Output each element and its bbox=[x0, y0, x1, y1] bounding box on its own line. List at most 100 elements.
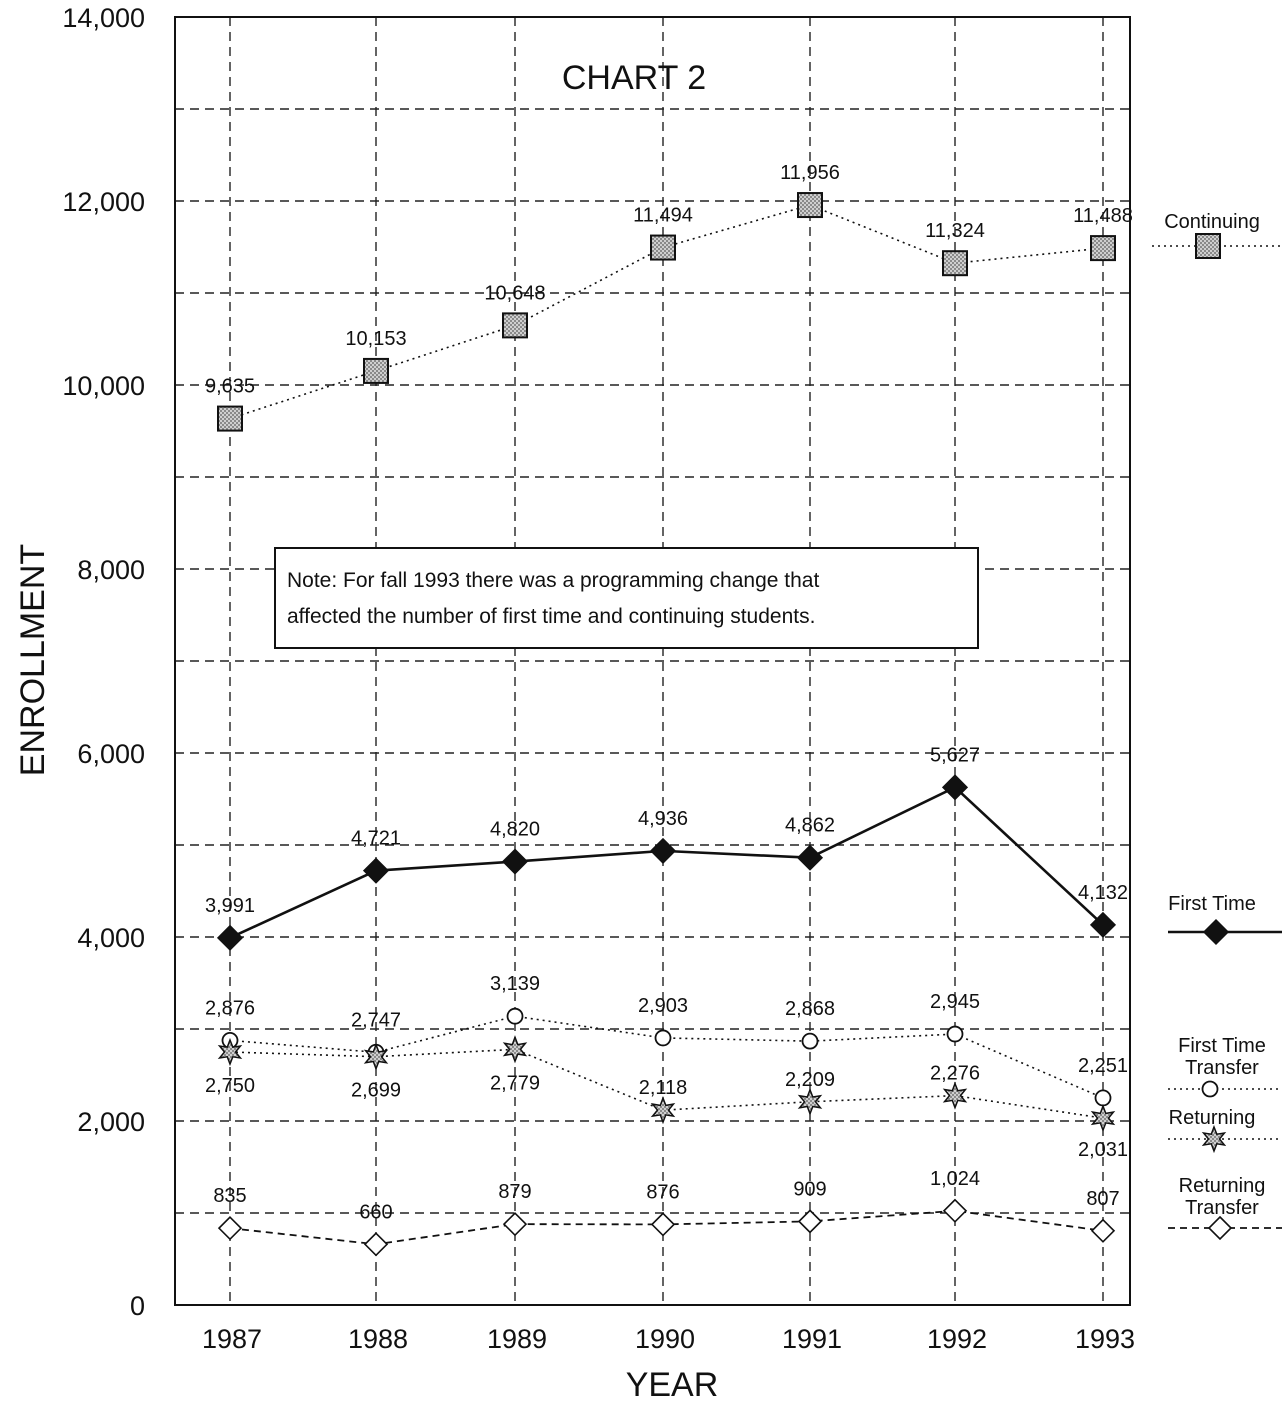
data-point bbox=[1094, 1089, 1112, 1107]
chart-title: CHART 2 bbox=[562, 59, 706, 97]
data-point bbox=[217, 1216, 243, 1241]
data-label: 2,903 bbox=[638, 995, 688, 1017]
series-returning: 2,750 2,699 2,779 2,118 2,209 2,276 2,031 bbox=[205, 1035, 1128, 1161]
data-label: 4,862 bbox=[785, 815, 835, 837]
data-label: 2,209 bbox=[785, 1069, 835, 1091]
note-line-2: affected the number of first time and co… bbox=[287, 605, 815, 628]
data-label: 909 bbox=[793, 1178, 826, 1200]
x-tick-label: 1992 bbox=[927, 1324, 987, 1354]
data-point bbox=[217, 1037, 243, 1067]
data-point bbox=[362, 857, 390, 884]
data-label: 876 bbox=[646, 1181, 679, 1203]
data-point bbox=[363, 357, 389, 384]
legend-swatch-marker bbox=[1201, 1124, 1227, 1154]
data-label: 10,153 bbox=[345, 328, 406, 350]
series: 9,635 10,153 10,648 11,494 11,956 11,324 11,48… bbox=[205, 162, 1133, 1257]
data-label: 2,118 bbox=[639, 1077, 688, 1099]
data-label: 11,324 bbox=[925, 220, 985, 242]
y-tick-label: 14,000 bbox=[62, 3, 145, 33]
x-tick-label: 1989 bbox=[487, 1324, 547, 1354]
data-point bbox=[654, 1029, 672, 1047]
data-label: 807 bbox=[1086, 1188, 1119, 1210]
data-point bbox=[942, 1198, 968, 1223]
legend-swatch-marker bbox=[1201, 1080, 1219, 1098]
legend-swatch-marker bbox=[1195, 233, 1221, 259]
data-label: 2,699 bbox=[351, 1080, 401, 1102]
x-tick-label: 1990 bbox=[635, 1324, 695, 1354]
data-label: 879 bbox=[498, 1181, 531, 1203]
y-axis-title: ENROLLMENT bbox=[14, 544, 52, 776]
data-point bbox=[363, 1232, 389, 1257]
series-continuing: 9,635 10,153 10,648 11,494 11,956 11,324 11,48… bbox=[205, 162, 1133, 432]
data-label: 4,132 bbox=[1078, 882, 1128, 904]
data-point bbox=[506, 1007, 524, 1025]
legend-item: Returning bbox=[1168, 1107, 1282, 1154]
data-label: 4,936 bbox=[638, 808, 688, 830]
data-point bbox=[1089, 911, 1117, 938]
note-frame bbox=[274, 547, 979, 649]
x-tick-label: 1988 bbox=[348, 1324, 408, 1354]
data-label: 3,139 bbox=[490, 973, 540, 995]
data-label: 4,820 bbox=[490, 819, 540, 841]
y-axis-ticks: 0 2,000 4,000 6,000 8,000 10,000 12,000 14,000 bbox=[62, 3, 145, 1321]
x-axis-ticks: 1987 1988 1989 1990 1991 1992 1993 bbox=[202, 1324, 1135, 1354]
data-point bbox=[501, 848, 529, 875]
x-tick-label: 1993 bbox=[1075, 1324, 1135, 1354]
x-tick-label: 1987 bbox=[202, 1324, 262, 1354]
data-point bbox=[1090, 1218, 1116, 1243]
data-point bbox=[942, 1081, 968, 1110]
data-point bbox=[502, 1211, 528, 1237]
legend-label: Transfer bbox=[1185, 1057, 1259, 1079]
data-label: 5,627 bbox=[930, 744, 980, 766]
data-label: 9,635 bbox=[205, 376, 255, 398]
data-label: 2,750 bbox=[205, 1075, 255, 1097]
data-point bbox=[502, 312, 528, 339]
series-returning-transfer: 835 660 879 876 909 1,024 807 bbox=[213, 1168, 1120, 1257]
y-tick-label: 10,000 bbox=[62, 371, 145, 401]
x-axis-title: YEAR bbox=[626, 1366, 719, 1402]
data-label: 1,024 bbox=[930, 1168, 980, 1190]
data-point bbox=[363, 1042, 389, 1071]
data-label: 835 bbox=[213, 1185, 246, 1207]
data-label: 2,868 bbox=[785, 998, 835, 1020]
data-point bbox=[801, 1032, 819, 1050]
data-point bbox=[797, 1209, 823, 1234]
legend-label: Transfer bbox=[1185, 1197, 1259, 1219]
data-point bbox=[1090, 1103, 1116, 1133]
data-point bbox=[942, 250, 968, 277]
data-label: 11,956 bbox=[780, 162, 840, 184]
data-point bbox=[797, 1087, 823, 1116]
legend-label: Returning bbox=[1179, 1175, 1266, 1197]
y-tick-label: 12,000 bbox=[62, 187, 145, 217]
y-tick-label: 2,000 bbox=[77, 1107, 145, 1137]
data-point bbox=[217, 405, 243, 432]
data-label: 3,991 bbox=[205, 895, 255, 917]
data-label: 11,488 bbox=[1073, 205, 1133, 227]
data-label: 11,494 bbox=[633, 205, 693, 227]
legend-item: First Time bbox=[1168, 893, 1282, 946]
data-point bbox=[650, 1212, 676, 1237]
data-label: 2,251 bbox=[1078, 1055, 1128, 1077]
y-tick-label: 4,000 bbox=[77, 923, 145, 953]
data-label: 2,276 bbox=[930, 1063, 980, 1085]
data-point bbox=[502, 1035, 528, 1064]
data-point bbox=[796, 844, 824, 871]
legend-swatch-marker bbox=[1207, 1215, 1233, 1241]
y-tick-label: 6,000 bbox=[77, 739, 145, 769]
data-point bbox=[650, 1095, 676, 1125]
data-label: 660 bbox=[359, 1201, 392, 1223]
data-label: 2,876 bbox=[205, 997, 255, 1019]
grid bbox=[175, 17, 1130, 1305]
data-label: 2,945 bbox=[930, 991, 980, 1013]
data-point bbox=[216, 924, 244, 951]
note-box: Note: For fall 1993 there was a programm… bbox=[274, 547, 979, 649]
data-point bbox=[946, 1025, 964, 1043]
legend-label: Returning bbox=[1169, 1107, 1256, 1129]
legend-label: First Time bbox=[1168, 893, 1256, 915]
data-point bbox=[1090, 235, 1116, 262]
